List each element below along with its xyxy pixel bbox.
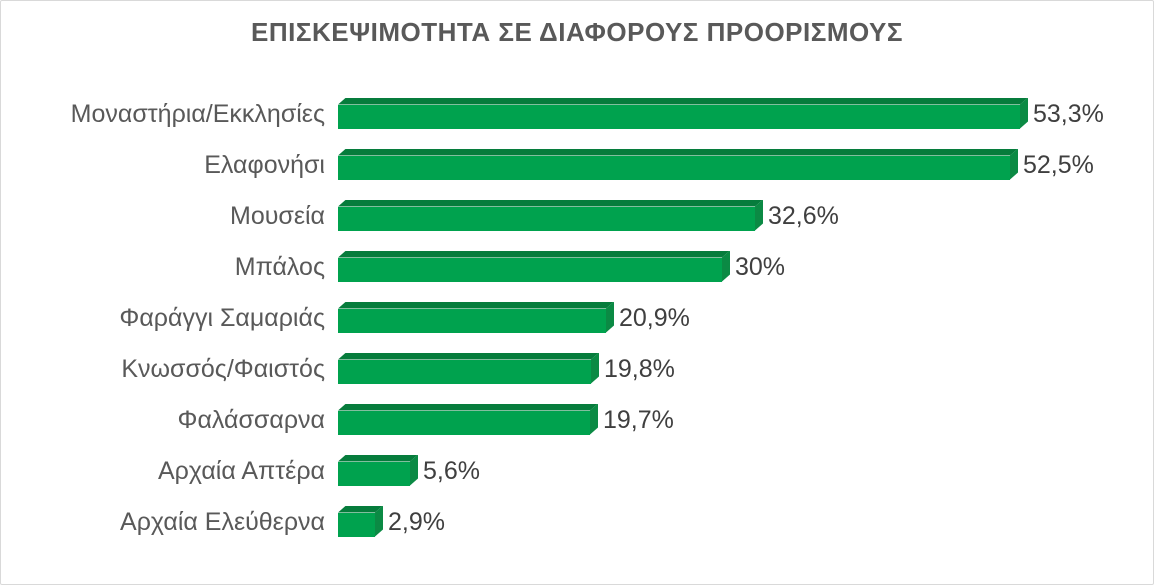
bar bbox=[338, 250, 730, 282]
category-label: Αρχαία Απτέρα bbox=[158, 457, 325, 485]
value-label: 52,5% bbox=[1023, 151, 1094, 179]
category-label: Φαλάσσαρνα bbox=[177, 406, 325, 434]
bar-front-face bbox=[338, 461, 410, 486]
bar-row: Αρχαία Ελεύθερνα 2,9% bbox=[1, 497, 1153, 548]
value-label: 19,8% bbox=[604, 355, 675, 383]
bar-top-face bbox=[338, 455, 418, 462]
bar-side-face bbox=[755, 199, 763, 231]
category-label: Φαράγγι Σαμαριάς bbox=[119, 304, 325, 332]
bar-zone: 20,9% bbox=[338, 293, 1153, 344]
bar bbox=[338, 301, 614, 333]
value-label: 19,7% bbox=[603, 406, 674, 434]
bar-front-face bbox=[338, 206, 755, 231]
bar-side-face bbox=[410, 454, 418, 486]
bar bbox=[338, 352, 599, 384]
bar-row: Ελαφονήσι 52,5% bbox=[1, 140, 1153, 191]
bar bbox=[338, 505, 383, 537]
bar-top-face bbox=[338, 149, 1018, 156]
bar-front-face bbox=[338, 512, 375, 537]
bar-top-face bbox=[338, 251, 730, 258]
bar bbox=[338, 97, 1028, 129]
value-label: 20,9% bbox=[619, 304, 690, 332]
bar-zone: 32,6% bbox=[338, 191, 1153, 242]
bar-zone: 19,8% bbox=[338, 344, 1153, 395]
category-label: Μουσεία bbox=[230, 202, 325, 230]
bar-side-face bbox=[591, 352, 599, 384]
bar-top-face bbox=[338, 98, 1028, 105]
bar-top-face bbox=[338, 353, 599, 360]
bar bbox=[338, 148, 1018, 180]
bar-row: Μπάλος 30% bbox=[1, 242, 1153, 293]
bar-zone: 30% bbox=[338, 242, 1153, 293]
bar-front-face bbox=[338, 257, 722, 282]
category-label: Μπάλος bbox=[234, 253, 325, 281]
category-label: Ελαφονήσι bbox=[204, 151, 325, 179]
value-label: 32,6% bbox=[768, 202, 839, 230]
bar-zone: 19,7% bbox=[338, 395, 1153, 446]
bar-front-face bbox=[338, 104, 1020, 129]
category-label: Αρχαία Ελεύθερνα bbox=[120, 508, 325, 536]
bar-side-face bbox=[1020, 97, 1028, 129]
bar-front-face bbox=[338, 410, 590, 435]
bar-side-face bbox=[722, 250, 730, 282]
bar-row: Φαλάσσαρνα 19,7% bbox=[1, 395, 1153, 446]
bar-front-face bbox=[338, 308, 606, 333]
bar-side-face bbox=[1010, 148, 1018, 180]
chart-plot-area: Μοναστήρια/Εκκλησίες 53,3% Ελαφονήσι 52,5% Μ… bbox=[1, 89, 1153, 548]
value-label: 5,6% bbox=[423, 457, 480, 485]
bar-row: Φαράγγι Σαμαριάς 20,9% bbox=[1, 293, 1153, 344]
value-label: 2,9% bbox=[388, 508, 445, 536]
bar-top-face bbox=[338, 200, 763, 207]
bar-row: Κνωσσός/Φαιστός 19,8% bbox=[1, 344, 1153, 395]
bar-front-face bbox=[338, 359, 591, 384]
bar bbox=[338, 403, 598, 435]
bar-zone: 5,6% bbox=[338, 446, 1153, 497]
bar-front-face bbox=[338, 155, 1010, 180]
category-label: Μοναστήρια/Εκκλησίες bbox=[70, 100, 325, 128]
bar-row: Μοναστήρια/Εκκλησίες 53,3% bbox=[1, 89, 1153, 140]
bar-top-face bbox=[338, 404, 598, 411]
bar-zone: 2,9% bbox=[338, 497, 1153, 548]
bar-side-face bbox=[590, 403, 598, 435]
bar-side-face bbox=[606, 301, 614, 333]
bar-zone: 53,3% bbox=[338, 89, 1153, 140]
bar-row: Αρχαία Απτέρα 5,6% bbox=[1, 446, 1153, 497]
value-label: 30% bbox=[735, 253, 786, 281]
bar-zone: 52,5% bbox=[338, 140, 1153, 191]
bar-top-face bbox=[338, 506, 383, 513]
category-label: Κνωσσός/Φαιστός bbox=[121, 355, 325, 383]
bar-side-face bbox=[375, 505, 383, 537]
bar-row: Μουσεία 32,6% bbox=[1, 191, 1153, 242]
bar bbox=[338, 199, 763, 231]
bar-top-face bbox=[338, 302, 614, 309]
chart-title: ΕΠΙΣΚΕΨΙΜΟΤΗΤΑ ΣΕ ΔΙΑΦΟΡΟΥΣ ΠΡΟΟΡΙΣΜΟΥΣ bbox=[251, 17, 903, 47]
bar bbox=[338, 454, 418, 486]
value-label: 53,3% bbox=[1033, 100, 1104, 128]
